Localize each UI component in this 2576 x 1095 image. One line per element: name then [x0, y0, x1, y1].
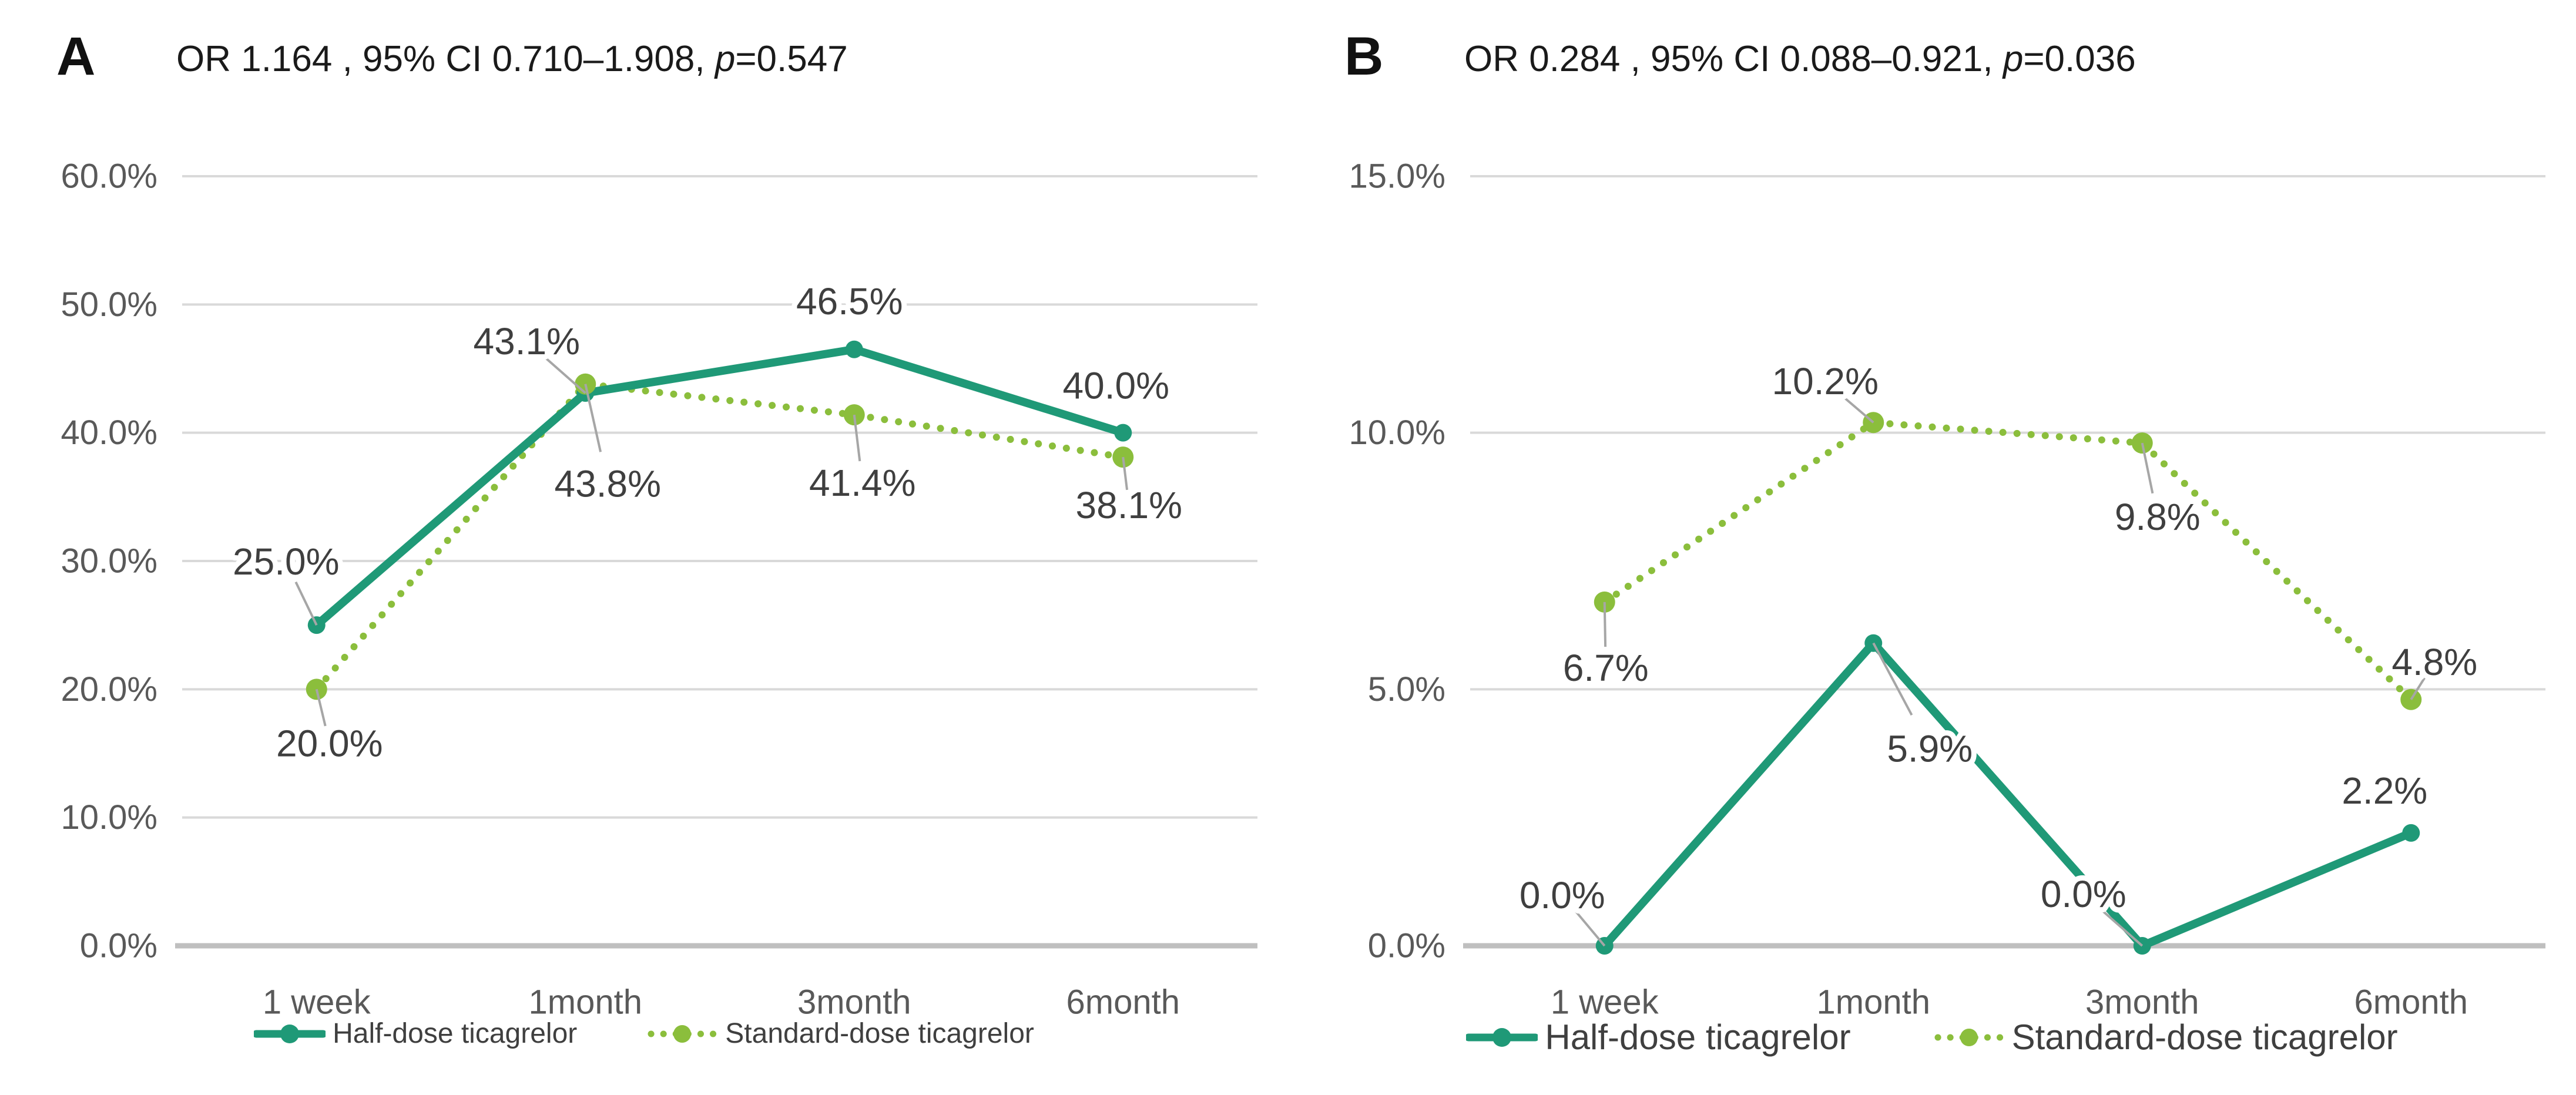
data-label: 6.7%: [1563, 647, 1649, 689]
y-tick-label: 5.0%: [1368, 670, 1445, 708]
legend-label-half-dose: Half-dose ticagrelor: [333, 1018, 578, 1049]
data-label: 46.5%: [796, 280, 903, 323]
x-tick-label: 6month: [1066, 983, 1180, 1022]
panel-title: OR 0.284 , 95% CI 0.088–0.921, p=0.036: [1464, 39, 2136, 79]
legend-label-standard-dose: Standard-dose ticagrelor: [2011, 1017, 2398, 1057]
data-label: 20.0%: [276, 722, 383, 764]
chart-a: 0.0% 10.0% 20.0% 30.0% 40.0% 50.0% 60.0% 1 week…: [61, 157, 1257, 1022]
x-tick-label: 3month: [797, 983, 911, 1022]
series-standard-dose-line: [313, 380, 1127, 693]
data-label: 0.0%: [2041, 873, 2126, 915]
legend: Half-dose ticagrelor Standard-dose ticag…: [0, 1020, 1288, 1048]
data-label: 9.8%: [2115, 496, 2201, 538]
y-tick-label: 60.0%: [61, 157, 157, 196]
legend-item-standard-dose: Standard-dose ticagrelor: [646, 1020, 1034, 1048]
x-tick-label: 1month: [529, 983, 642, 1022]
legend-item-half-dose: Half-dose ticagrelor: [254, 1020, 577, 1048]
legend-label-half-dose: Half-dose ticagrelor: [1545, 1017, 1851, 1057]
half-dose-line-swatch: [254, 1025, 326, 1043]
panel-letter: A: [56, 26, 96, 86]
y-tick-label: 20.0%: [61, 670, 157, 708]
series-half-dose-marker: [845, 340, 863, 358]
data-label-leader-line: [584, 384, 602, 452]
y-tick-label: 0.0%: [80, 927, 157, 965]
series-standard-dose-line: [1601, 419, 2415, 703]
legend-item-half-dose: Half-dose ticagrelor: [1466, 1017, 1851, 1057]
half-dose-line-swatch: [1466, 1028, 1538, 1047]
series-half-dose-marker: [1114, 424, 1132, 442]
y-tick-label: 10.0%: [1349, 414, 1445, 452]
panel-letter: B: [1344, 26, 1384, 86]
series-half-dose-line: [312, 345, 1128, 630]
data-label: 0.0%: [1520, 874, 1605, 916]
data-label: 41.4%: [809, 462, 915, 504]
data-label: 43.1%: [474, 320, 580, 362]
panel-title: OR 1.164 , 95% CI 0.710–1.908, p=0.547: [176, 39, 848, 79]
data-label-leader-line: [2141, 442, 2154, 494]
y-tick-label: 40.0%: [61, 414, 157, 452]
series-half-dose-marker: [2402, 824, 2420, 842]
legend: Half-dose ticagrelor Standard-dose ticag…: [1288, 1020, 2576, 1055]
data-label-leader-line: [853, 414, 861, 462]
data-label: 40.0%: [1063, 365, 1169, 407]
y-tick-label: 0.0%: [1368, 927, 1445, 965]
y-tick-label: 30.0%: [61, 542, 157, 580]
data-label-leader-line: [1122, 456, 1129, 491]
data-label-leader-line: [2101, 909, 2144, 947]
data-label: 25.0%: [233, 540, 339, 583]
data-label: 10.2%: [1772, 360, 1879, 402]
y-tick-label: 10.0%: [61, 798, 157, 837]
panel-a: 0.0% 10.0% 20.0% 30.0% 40.0% 50.0% 60.0% 1 week…: [0, 26, 1288, 1048]
chart-b: 0.0% 5.0% 10.0% 15.0% 1 week 1month 3month 6mon…: [1349, 157, 2545, 1022]
data-label: 4.8%: [2391, 641, 2477, 683]
legend-item-standard-dose: Standard-dose ticagrelor: [1933, 1020, 2398, 1055]
x-tick-label: 6month: [2354, 983, 2468, 1022]
data-label: 2.2%: [2342, 770, 2427, 812]
x-tick-label: 3month: [2085, 983, 2199, 1022]
standard-dose-line-swatch: [648, 1025, 717, 1043]
x-tick-label: 1 week: [1551, 983, 1659, 1022]
data-label-leader-line: [294, 581, 318, 626]
data-label-leader-line: [1872, 642, 1913, 716]
data-label-leader-line: [1575, 911, 1606, 947]
standard-dose-line-swatch: [1934, 1029, 2004, 1046]
panel-b: 0.0% 5.0% 10.0% 15.0% 1 week 1month 3month 6mon…: [1288, 0, 2576, 1095]
data-label-leader-line: [2410, 673, 2429, 700]
data-label: 43.8%: [555, 463, 661, 505]
data-label-leader-line: [544, 357, 586, 394]
data-label-leader-line: [315, 688, 327, 727]
data-label: 38.1%: [1076, 484, 1182, 526]
x-tick-label: 1month: [1817, 983, 1930, 1022]
series-half-dose-line: [1600, 639, 2416, 950]
data-label: 5.9%: [1887, 728, 1973, 770]
y-tick-label: 50.0%: [61, 285, 157, 324]
data-label-leader-line: [1840, 394, 1874, 424]
x-tick-label: 1 week: [263, 983, 371, 1022]
y-tick-label: 15.0%: [1349, 157, 1445, 196]
legend-label-standard-dose: Standard-dose ticagrelor: [725, 1018, 1034, 1049]
